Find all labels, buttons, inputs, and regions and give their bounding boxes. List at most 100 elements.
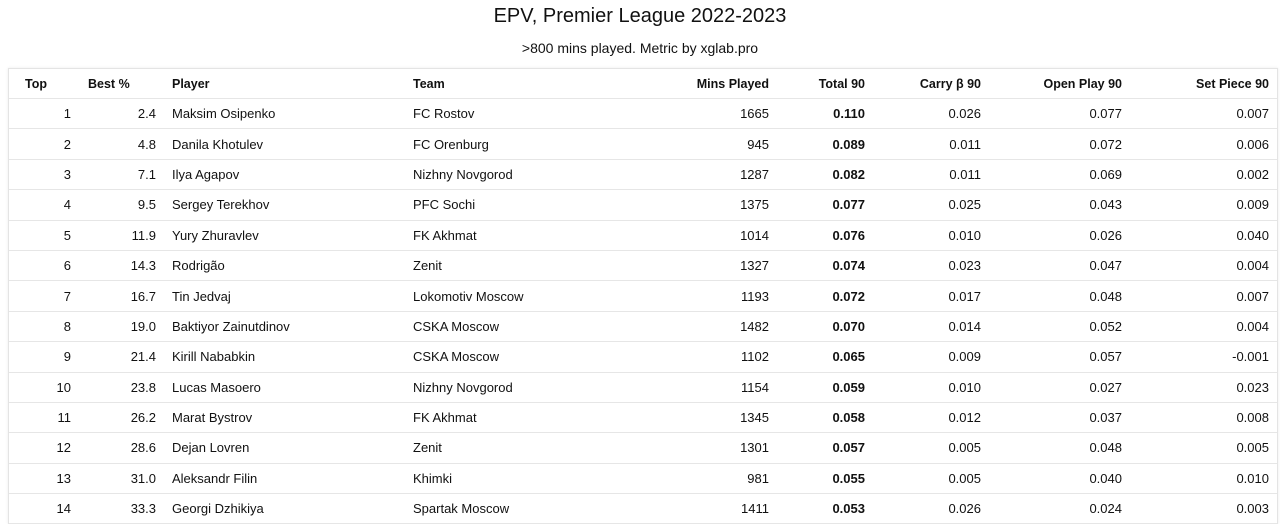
- table-row: 8 19.0 Baktiyor Zainutdinov CSKA Moscow 1482…: [9, 311, 1277, 342]
- table-cell: 13: [56, 470, 71, 486]
- table-cell: 0.014: [948, 318, 981, 334]
- column-header: Open Play 90: [1043, 76, 1122, 91]
- table-cell: 0.053: [832, 501, 865, 517]
- table-cell: 0.069: [1089, 166, 1122, 182]
- table-cell: 0.023: [1236, 379, 1269, 395]
- table-row: 5 11.9 Yury Zhuravlev FK Akhmat 1014 0.076 0.0…: [9, 220, 1277, 251]
- table-cell: 0.089: [832, 136, 865, 152]
- table-cell: 0.040: [1089, 470, 1122, 486]
- table-row: 12 28.6 Dejan Lovren Zenit 1301 0.057 0.005 0.0…: [9, 433, 1277, 464]
- table-cell: 0.082: [832, 166, 865, 182]
- table-cell: 14: [56, 501, 71, 517]
- title: EPV, Premier League 2022-2023: [493, 5, 787, 27]
- table-cell: 0.058: [832, 410, 865, 426]
- table-cell: 981: [747, 470, 769, 486]
- table-cell: Sergey Terekhov: [172, 197, 270, 213]
- table-cell: 0.004: [1236, 258, 1269, 274]
- table-cell: CSKA Moscow: [413, 349, 499, 365]
- table-cell: 0.040: [1236, 227, 1269, 243]
- table-row: 4 9.5 Sergey Terekhov PFC Sochi 1375 0.077 0.0…: [9, 190, 1277, 221]
- table-cell: 1411: [741, 501, 769, 517]
- table-cell: 1014: [740, 227, 769, 243]
- table-cell: 0.024: [1089, 501, 1122, 517]
- table-body: 1 2.4 Maksim Osipenko FC Rostov 1665 0.110 0.0…: [9, 99, 1277, 524]
- table-cell: 1665: [740, 106, 769, 122]
- table-cell: 0.026: [948, 501, 981, 517]
- table-cell: 1301: [740, 440, 769, 456]
- table-cell: 0.074: [832, 258, 865, 274]
- table-row: 13 31.0 Aleksandr Filin Khimki 981 0.055 0.005…: [9, 463, 1277, 494]
- table-cell: Aleksandr Filin: [172, 470, 258, 486]
- table-cell: 31.0: [130, 470, 156, 486]
- table-cell: 0.076: [832, 227, 865, 243]
- table-cell: 0.059: [832, 379, 865, 395]
- table-cell: 0.023: [948, 258, 981, 274]
- table-cell: 0.048: [1089, 288, 1122, 304]
- table-cell: 7.1: [137, 166, 156, 182]
- table-cell: 0.077: [832, 197, 865, 213]
- table-cell: 0.047: [1089, 258, 1122, 274]
- table-cell: Khimki: [413, 470, 453, 486]
- table-cell: 0.012: [948, 410, 981, 426]
- table-cell: Zenit: [413, 440, 442, 456]
- table-cell: Tin Jedvaj: [172, 288, 231, 304]
- table-cell: 1102: [741, 349, 769, 365]
- table: Top Best % Player Team Mins Played Total 90 Ca…: [9, 69, 1277, 524]
- table-cell: Yury Zhuravlev: [172, 227, 259, 243]
- table-cell: 0.011: [949, 166, 981, 182]
- table-cell: 1193: [741, 288, 769, 304]
- table-cell: 0.110: [833, 106, 865, 122]
- table-cell: Zenit: [413, 258, 442, 274]
- table-cell: CSKA Moscow: [413, 318, 499, 334]
- table-cell: 1482: [740, 318, 769, 334]
- column-header: Best %: [88, 76, 130, 91]
- table-row: 7 16.7 Tin Jedvaj Lokomotiv Moscow 1193 0.072…: [9, 281, 1277, 312]
- column-header: Total 90: [818, 76, 865, 91]
- table-cell: 5: [63, 227, 71, 243]
- table-cell: 0.072: [832, 288, 865, 304]
- table-cell: 0.007: [1236, 106, 1269, 122]
- table-cell: 0.072: [1089, 136, 1122, 152]
- table-cell: Nizhny Novgorod: [413, 166, 513, 182]
- table-cell: 0.004: [1236, 318, 1269, 334]
- table-cell: 0.077: [1089, 106, 1122, 122]
- table-cell: 1154: [741, 379, 769, 395]
- table-row: 2 4.8 Danila Khotulev FC Orenburg 945 0.089 0.…: [9, 129, 1277, 160]
- table-cell: 0.026: [948, 106, 981, 122]
- table-cell: 0.027: [1089, 379, 1122, 395]
- table-cell: 9: [63, 349, 71, 365]
- table-row: 10 23.8 Lucas Masoero Nizhny Novgorod 1154 0.…: [9, 372, 1277, 403]
- column-header: Team: [413, 76, 445, 91]
- table-cell: 8: [63, 318, 71, 334]
- table-cell: Georgi Dzhikiya: [172, 501, 264, 517]
- table-cell: 12: [56, 440, 71, 456]
- table-cell: 0.010: [948, 227, 981, 243]
- table-cell: 1: [63, 106, 71, 122]
- table-cell: 1375: [740, 197, 769, 213]
- table-cell: PFC Sochi: [413, 197, 476, 213]
- table-cell: FK Akhmat: [413, 227, 477, 243]
- table-cell: 0.043: [1089, 197, 1122, 213]
- table-cell: 11: [57, 410, 72, 426]
- table-cell: Spartak Moscow: [413, 501, 510, 517]
- table-cell: 0.010: [1236, 470, 1269, 486]
- table-cell: -0.001: [1232, 349, 1269, 365]
- table-cell: 0.048: [1089, 440, 1122, 456]
- table-cell: 0.003: [1236, 501, 1269, 517]
- table-cell: 2: [63, 136, 71, 152]
- table-cell: Lucas Masoero: [172, 379, 261, 395]
- table-cell: 945: [747, 136, 769, 152]
- header-row: Top Best % Player Team Mins Played Total 90 Ca…: [9, 69, 1277, 99]
- table-cell: 2.4: [137, 106, 156, 122]
- table-row: 9 21.4 Kirill Nababkin CSKA Moscow 1102 0.065…: [9, 342, 1277, 373]
- table-cell: 26.2: [130, 410, 156, 426]
- table-cell: 0.009: [948, 349, 981, 365]
- column-header: Set Piece 90: [1196, 76, 1269, 91]
- subtitle: >800 mins played. Metric by xglab.pro: [521, 40, 759, 56]
- table-cell: 0.006: [1236, 136, 1269, 152]
- table-cell: 0.026: [1089, 227, 1122, 243]
- table-cell: 0.065: [832, 349, 865, 365]
- table-cell: 0.005: [1236, 440, 1269, 456]
- table-cell: 19.0: [130, 318, 156, 334]
